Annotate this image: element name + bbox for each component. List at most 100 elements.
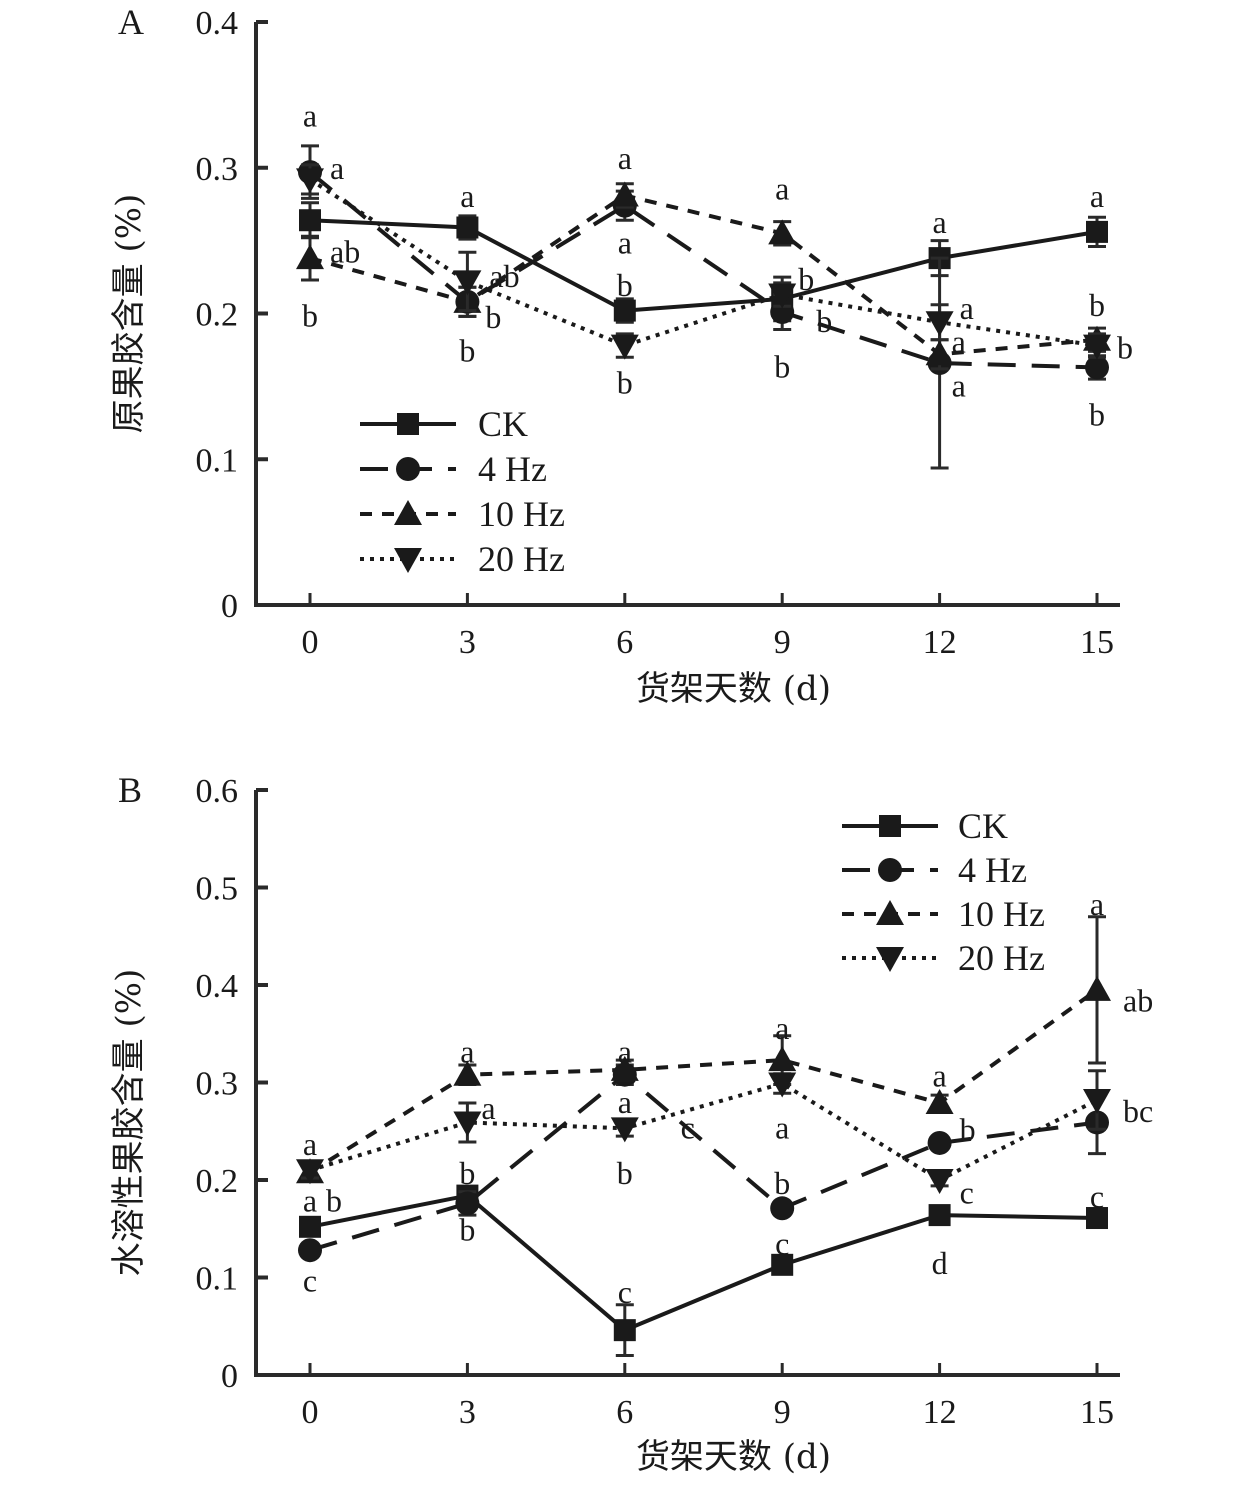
legend-item: CK <box>842 806 1008 846</box>
significance-label: a <box>775 171 789 207</box>
y-tick-label: 0.3 <box>196 151 239 188</box>
legend-label: 20 Hz <box>958 938 1045 978</box>
y-tick-label: 0.5 <box>196 871 239 908</box>
significance-label: b <box>774 1165 790 1201</box>
significance-label: b <box>1089 287 1105 323</box>
series-line <box>309 218 1098 313</box>
data-point <box>1083 1089 1111 1115</box>
series-line <box>309 1193 1098 1333</box>
significance-label: bc <box>1123 1093 1153 1129</box>
significance-label: a <box>960 290 974 326</box>
data-point <box>453 270 482 296</box>
legend-label: 20 Hz <box>478 539 565 579</box>
legend-item: 10 Hz <box>842 894 1045 934</box>
data-point <box>456 216 479 239</box>
data-point <box>768 283 797 309</box>
x-axis-title: 货架天数 (d) <box>636 1437 831 1477</box>
significance-label: a <box>1090 886 1104 922</box>
panel-a: 0 0.1 0.2 0.3 0.4 0 3 6 9 12 15 A 货架天数 (d) 原果胶含量 (%) a… <box>109 2 1133 709</box>
data-point <box>613 299 636 322</box>
x-tick-label: 12 <box>923 624 957 661</box>
legend-item: 20 Hz <box>360 539 565 579</box>
significance-label: b <box>798 261 814 297</box>
significance-label: b <box>816 303 832 339</box>
y-tick-label: 0.4 <box>196 968 239 1005</box>
legend-item: 20 Hz <box>842 938 1045 978</box>
significance-label: a <box>303 98 317 134</box>
significance-label: a <box>303 1126 317 1162</box>
x-tick-label: 6 <box>616 624 633 661</box>
x-tick-label: 6 <box>616 1394 633 1431</box>
x-tick-label: 0 <box>302 624 319 661</box>
significance-label: c <box>681 1109 695 1145</box>
series-20hz <box>296 1069 1111 1194</box>
x-tick-label: 3 <box>459 624 476 661</box>
series-line <box>308 177 1098 348</box>
significance-label: c <box>303 1262 317 1298</box>
significance-label: b <box>459 332 475 368</box>
significance-label: b <box>617 364 633 400</box>
data-point <box>453 1060 482 1086</box>
data-point <box>299 209 321 232</box>
significance-label: c <box>1090 1179 1104 1215</box>
x-axis-title: 货架天数 (d) <box>636 669 831 709</box>
y-tick-label: 0.1 <box>196 442 239 479</box>
panel-label: B <box>118 770 142 810</box>
series-line <box>309 193 1098 357</box>
series-4hz <box>298 144 1109 470</box>
significance-label: d <box>932 1245 948 1281</box>
x-tick-label: 15 <box>1080 1394 1114 1431</box>
data-point <box>296 168 324 194</box>
legend-item: 4 Hz <box>360 449 547 489</box>
legend-item: 4 Hz <box>842 850 1027 890</box>
data-point <box>925 1169 954 1194</box>
y-tick-label: 0.3 <box>196 1066 239 1103</box>
significance-label: a <box>952 324 966 360</box>
significance-label: ab <box>330 233 360 269</box>
legend-label: 4 Hz <box>478 449 547 489</box>
significance-label: a <box>618 225 632 261</box>
significance-label: b <box>774 348 790 384</box>
significance-label: a <box>775 1109 789 1145</box>
data-point <box>298 1238 322 1263</box>
series-line <box>309 1072 1098 1253</box>
y-axis-title: 水溶性果胶含量 (%) <box>109 969 149 1277</box>
data-point <box>610 1055 639 1081</box>
significance-label: a <box>618 140 632 176</box>
significance-label: ab <box>1123 983 1153 1019</box>
significance-label: a <box>618 1084 632 1120</box>
legend-label: CK <box>478 404 528 444</box>
significance-label: b <box>960 1111 976 1147</box>
x-tick-label: 0 <box>302 1394 319 1431</box>
data-point <box>453 1111 482 1137</box>
series-4hz <box>298 1062 1109 1263</box>
legend-marker <box>876 947 904 972</box>
significance-label: a <box>303 1182 317 1218</box>
significance-label: b <box>302 297 318 333</box>
legend-marker <box>394 500 422 525</box>
data-point <box>771 1253 794 1276</box>
legend-item: CK <box>360 404 528 444</box>
significance-label: b <box>326 1182 342 1218</box>
significance-label: b <box>485 299 501 335</box>
data-point <box>1086 220 1108 243</box>
significance-label: a <box>460 1033 474 1069</box>
legend-marker <box>396 457 420 481</box>
significance-label: b <box>617 267 633 303</box>
data-point <box>299 1215 321 1238</box>
data-point <box>1083 334 1111 360</box>
significance-label: a <box>932 1058 946 1094</box>
data-point <box>925 1088 954 1114</box>
significance-label: a <box>481 1090 495 1126</box>
y-tick-label: 0.4 <box>196 5 239 42</box>
data-point <box>296 1159 324 1185</box>
data-point <box>927 1130 952 1155</box>
data-point <box>925 311 954 337</box>
data-point <box>610 181 639 207</box>
panel-b: 0 0.1 0.2 0.3 0.4 0.5 0.6 0 3 6 9 12 15 B 货架天数 (d) 水溶性果… <box>109 770 1153 1477</box>
significance-label: a <box>618 1033 632 1069</box>
series-line <box>308 170 1098 370</box>
